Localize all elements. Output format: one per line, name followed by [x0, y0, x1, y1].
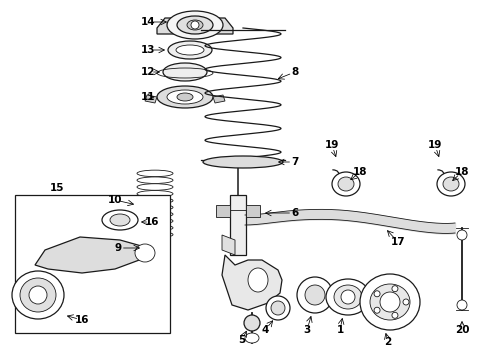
Text: 10: 10 [108, 195, 122, 205]
Text: 6: 6 [292, 208, 298, 218]
Ellipse shape [360, 274, 420, 330]
Ellipse shape [167, 90, 203, 104]
Ellipse shape [443, 177, 459, 191]
Text: 13: 13 [141, 45, 155, 55]
Ellipse shape [457, 300, 467, 310]
Ellipse shape [137, 184, 173, 190]
Text: 3: 3 [303, 325, 311, 335]
Ellipse shape [334, 285, 362, 309]
Ellipse shape [145, 230, 165, 240]
Polygon shape [213, 95, 225, 103]
Ellipse shape [326, 279, 370, 315]
Ellipse shape [403, 299, 409, 305]
Text: 5: 5 [238, 335, 245, 345]
Ellipse shape [332, 172, 360, 196]
Text: 7: 7 [292, 157, 299, 167]
Ellipse shape [248, 268, 268, 292]
Text: 19: 19 [428, 140, 442, 150]
Text: 18: 18 [455, 167, 469, 177]
Ellipse shape [305, 285, 325, 305]
Text: 11: 11 [141, 92, 155, 102]
Text: 16: 16 [145, 217, 159, 227]
Ellipse shape [137, 231, 173, 238]
Ellipse shape [203, 156, 283, 168]
Ellipse shape [392, 312, 398, 318]
Ellipse shape [29, 286, 47, 304]
Polygon shape [145, 95, 157, 103]
Ellipse shape [110, 214, 130, 226]
Ellipse shape [20, 278, 56, 312]
Text: 8: 8 [292, 67, 298, 77]
Ellipse shape [102, 210, 138, 230]
Polygon shape [157, 18, 233, 34]
Text: 2: 2 [384, 337, 392, 347]
Ellipse shape [143, 232, 167, 248]
Text: 15: 15 [50, 183, 64, 193]
Polygon shape [216, 205, 230, 217]
Text: 19: 19 [325, 140, 339, 150]
Text: 14: 14 [141, 17, 155, 27]
Ellipse shape [374, 307, 380, 313]
Ellipse shape [137, 225, 173, 231]
Ellipse shape [168, 41, 212, 59]
Ellipse shape [177, 16, 213, 34]
Ellipse shape [12, 271, 64, 319]
Ellipse shape [338, 177, 354, 191]
Text: 20: 20 [455, 325, 469, 335]
Ellipse shape [437, 172, 465, 196]
Polygon shape [222, 255, 282, 310]
Ellipse shape [137, 190, 173, 197]
Ellipse shape [137, 204, 173, 211]
Polygon shape [246, 205, 260, 217]
Ellipse shape [271, 301, 285, 315]
Ellipse shape [135, 244, 155, 262]
Ellipse shape [374, 291, 380, 297]
Text: 12: 12 [141, 67, 155, 77]
Ellipse shape [163, 63, 207, 81]
Ellipse shape [244, 315, 260, 331]
Ellipse shape [167, 11, 223, 39]
Ellipse shape [137, 218, 173, 224]
Ellipse shape [341, 290, 355, 304]
Bar [15, 195, 170, 333]
Polygon shape [222, 235, 235, 255]
Ellipse shape [266, 296, 290, 320]
Ellipse shape [392, 286, 398, 292]
Ellipse shape [177, 93, 193, 101]
Ellipse shape [176, 45, 204, 55]
Ellipse shape [137, 170, 173, 177]
Text: 9: 9 [115, 243, 122, 253]
Ellipse shape [457, 230, 467, 240]
Ellipse shape [137, 197, 173, 204]
Ellipse shape [187, 20, 203, 30]
Polygon shape [35, 237, 145, 273]
Bar [230, 195, 246, 255]
Ellipse shape [370, 284, 410, 320]
Text: 17: 17 [391, 237, 405, 247]
Ellipse shape [157, 86, 213, 108]
Ellipse shape [191, 21, 199, 29]
Text: 1: 1 [336, 325, 343, 335]
Ellipse shape [137, 177, 173, 184]
Ellipse shape [245, 333, 259, 343]
Text: 18: 18 [353, 167, 367, 177]
Ellipse shape [297, 277, 333, 313]
Ellipse shape [380, 292, 400, 312]
Text: 4: 4 [261, 325, 269, 335]
Text: 16: 16 [75, 315, 89, 325]
Ellipse shape [137, 211, 173, 217]
